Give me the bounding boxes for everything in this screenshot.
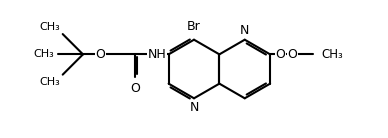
Text: O: O xyxy=(275,48,286,61)
Text: CH₃: CH₃ xyxy=(321,48,343,61)
Text: Br: Br xyxy=(187,20,201,33)
Text: O: O xyxy=(130,82,140,95)
Text: CH₃: CH₃ xyxy=(40,77,61,87)
Text: CH₃: CH₃ xyxy=(34,49,55,59)
Text: N: N xyxy=(240,24,249,37)
Text: NH: NH xyxy=(147,48,166,61)
Text: O: O xyxy=(288,48,298,61)
Text: N: N xyxy=(189,101,199,114)
Text: O: O xyxy=(96,48,106,61)
Text: CH₃: CH₃ xyxy=(40,22,61,32)
